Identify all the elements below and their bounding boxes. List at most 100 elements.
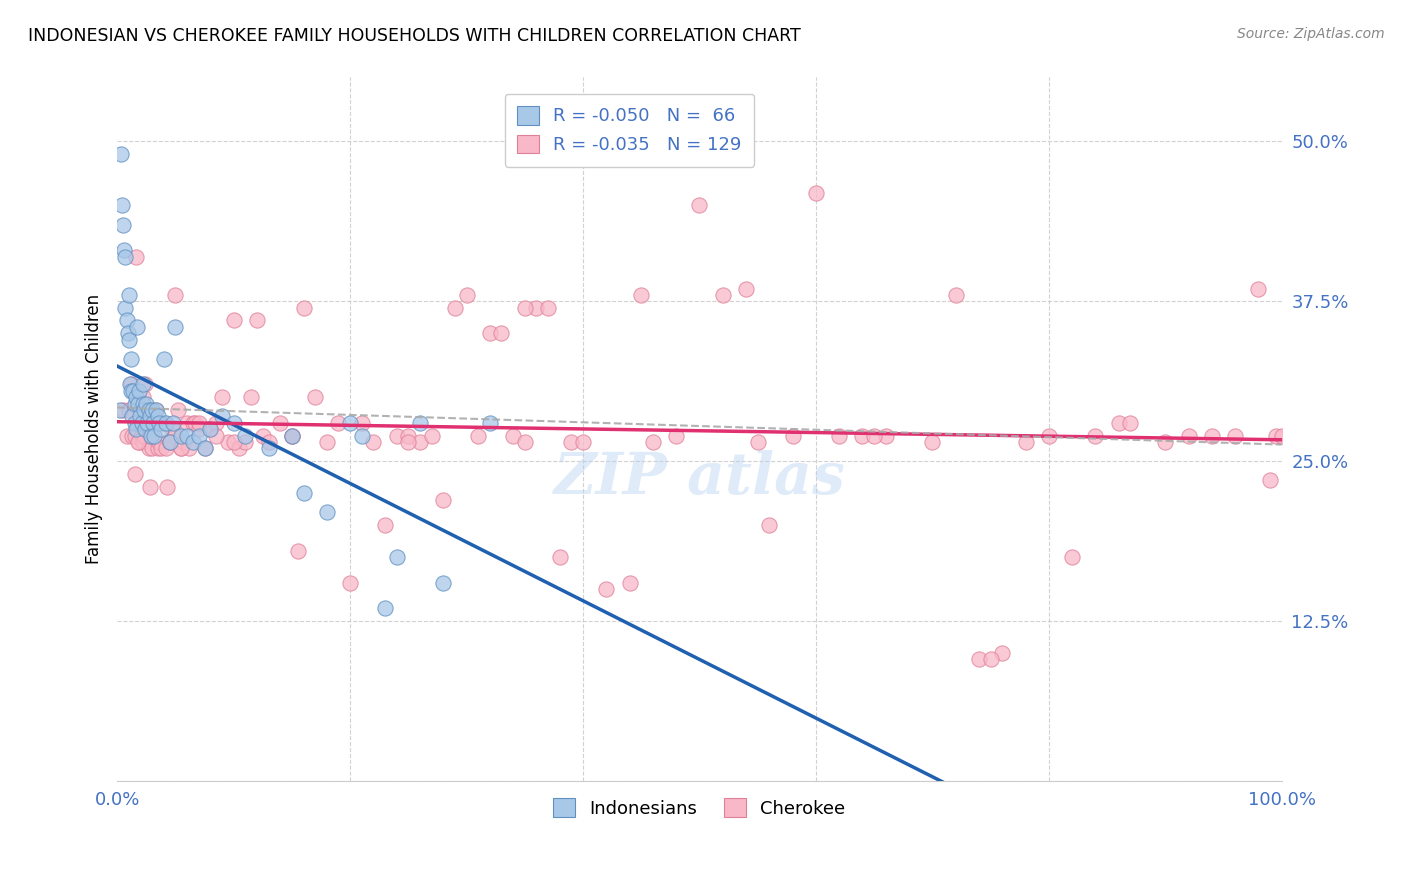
Point — [132, 390, 155, 404]
Point — [560, 435, 582, 450]
Point — [125, 390, 148, 404]
Point — [665, 428, 688, 442]
Point — [136, 416, 159, 430]
Point — [176, 416, 198, 430]
Point — [328, 416, 350, 430]
Point — [136, 416, 159, 430]
Legend: Indonesians, Cherokee: Indonesians, Cherokee — [546, 791, 853, 825]
Point — [200, 422, 222, 436]
Point — [132, 377, 155, 392]
Point — [1014, 435, 1036, 450]
Point — [125, 422, 148, 436]
Point — [173, 435, 195, 450]
Point — [967, 652, 990, 666]
Point — [127, 435, 149, 450]
Point — [132, 435, 155, 450]
Point — [166, 403, 188, 417]
Point — [782, 428, 804, 442]
Point — [135, 397, 157, 411]
Point — [162, 416, 184, 430]
Point — [747, 435, 769, 450]
Point — [118, 333, 141, 347]
Point — [875, 428, 897, 442]
Point — [735, 281, 758, 295]
Point — [205, 416, 228, 430]
Point — [156, 480, 179, 494]
Point — [128, 435, 150, 450]
Point — [211, 390, 233, 404]
Point — [991, 646, 1014, 660]
Point — [121, 409, 143, 424]
Point — [179, 442, 201, 456]
Point — [1258, 474, 1281, 488]
Point — [200, 422, 222, 436]
Point — [139, 409, 162, 424]
Point — [257, 442, 280, 456]
Point — [125, 250, 148, 264]
Point — [120, 384, 142, 398]
Point — [145, 403, 167, 417]
Point — [124, 397, 146, 411]
Point — [339, 416, 361, 430]
Point — [134, 377, 156, 392]
Point — [1084, 428, 1107, 442]
Point — [184, 416, 207, 430]
Point — [257, 435, 280, 450]
Point — [1247, 281, 1270, 295]
Point — [456, 288, 478, 302]
Point — [467, 428, 489, 442]
Point — [385, 550, 408, 565]
Point — [115, 428, 138, 442]
Point — [132, 428, 155, 442]
Point — [111, 198, 134, 212]
Point — [139, 428, 162, 442]
Point — [170, 442, 193, 456]
Point — [1223, 428, 1246, 442]
Point — [252, 428, 274, 442]
Point — [491, 326, 513, 341]
Point — [385, 428, 408, 442]
Point — [513, 435, 536, 450]
Point — [233, 428, 256, 442]
Point — [159, 435, 181, 450]
Point — [159, 435, 181, 450]
Point — [127, 416, 149, 430]
Point — [150, 442, 173, 456]
Point — [165, 319, 187, 334]
Point — [641, 435, 664, 450]
Point — [240, 390, 263, 404]
Point — [131, 428, 153, 442]
Point — [128, 384, 150, 398]
Point — [804, 186, 827, 200]
Point — [108, 403, 131, 417]
Point — [129, 416, 152, 430]
Point — [1271, 428, 1294, 442]
Point — [125, 422, 148, 436]
Point — [222, 435, 245, 450]
Point — [396, 428, 419, 442]
Point — [1177, 428, 1199, 442]
Point — [131, 416, 153, 430]
Point — [165, 288, 187, 302]
Point — [152, 416, 174, 430]
Point — [124, 416, 146, 430]
Point — [526, 301, 548, 315]
Point — [155, 416, 177, 430]
Text: ZIP atlas: ZIP atlas — [554, 450, 845, 507]
Point — [292, 486, 315, 500]
Point — [114, 250, 136, 264]
Point — [117, 326, 139, 341]
Point — [132, 403, 155, 417]
Point — [478, 416, 501, 430]
Point — [1154, 435, 1177, 450]
Point — [170, 428, 193, 442]
Point — [758, 518, 780, 533]
Point — [315, 505, 337, 519]
Point — [1201, 428, 1223, 442]
Point — [138, 442, 160, 456]
Point — [120, 377, 142, 392]
Point — [155, 442, 177, 456]
Text: Source: ZipAtlas.com: Source: ZipAtlas.com — [1237, 27, 1385, 41]
Point — [152, 351, 174, 366]
Point — [478, 326, 501, 341]
